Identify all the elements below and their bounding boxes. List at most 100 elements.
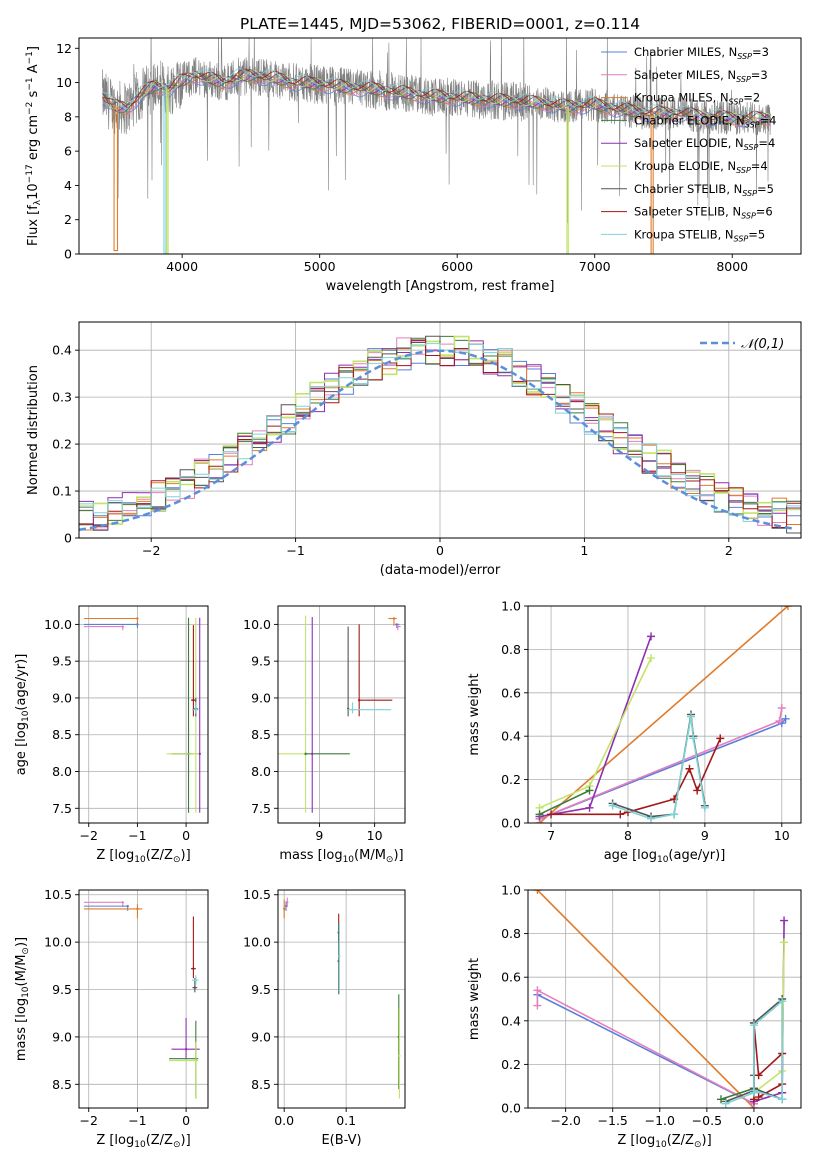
- legend-sub: SSP: [745, 120, 760, 129]
- weight-marker: [647, 814, 656, 823]
- errorbar-chabrier-elodie: [169, 1020, 199, 1099]
- weight-marker: [670, 810, 679, 819]
- legend-entry: Chabrier STELIB, NSSP=5: [634, 182, 774, 198]
- y-axis-label-part: ]: [26, 46, 41, 51]
- weight-marker: [781, 714, 790, 723]
- errorbar-kroupa-elodie: [398, 1008, 401, 1099]
- data-point: [398, 1054, 401, 1058]
- weight-marker: [647, 654, 656, 663]
- legend-label: Kroupa STELIB, N: [634, 227, 734, 241]
- axes-frame: 4000 5000 6000 7000 8000 0 2 4 6 8 10 12 wavelength …: [25, 37, 802, 294]
- legend-label: Chabrier ELODIE, N: [634, 113, 745, 127]
- x-axis-label-part: mass [log: [279, 848, 342, 863]
- x-axis-label-part: 10: [657, 855, 669, 865]
- data-point: [282, 907, 286, 911]
- weight-marker: [585, 786, 594, 795]
- axes-border: [78, 605, 209, 824]
- x-axis-label-part: )]: [393, 848, 403, 863]
- weight-line: [536, 890, 755, 1108]
- weight-series-kroupa-elodie: [535, 654, 656, 812]
- y-axis-label: mass weight: [467, 673, 482, 755]
- weight-marker: [535, 810, 544, 819]
- y-axis-label-part: (age/yr)]: [14, 654, 29, 711]
- x-axis-label-part: ⊙: [386, 855, 394, 865]
- data-point: [284, 904, 288, 908]
- residuals-histogram-panel: −2 −1 0 1 2 0 0.1 0.2 0.3 0.4 (data-model)/error No…: [26, 321, 802, 578]
- weight-marker: [547, 810, 556, 819]
- y-axis-label-part: s: [26, 90, 41, 101]
- y-axis-label-part: age [log: [14, 722, 29, 775]
- legend-count: =3: [751, 68, 768, 82]
- x-tick-label: −1: [286, 543, 304, 558]
- errorbar-salpeter-elodie: [311, 617, 314, 813]
- errorbar-salpeter-stelib: [357, 624, 393, 717]
- legend-label: Salpeter ELODIE, N: [634, 136, 744, 150]
- legend-sub: SSP: [742, 189, 757, 198]
- legend-entry: Chabrier MILES, NSSP=3: [634, 45, 769, 61]
- data-point: [194, 752, 198, 756]
- normal-reference-curve: [79, 349, 796, 532]
- y-axis-label-part: Flux [f: [26, 205, 41, 246]
- weight-series-chabrier-miles: [533, 990, 758, 1108]
- weight-marker: [778, 997, 787, 1006]
- y-tick-label: 9.0: [251, 690, 271, 705]
- y-tick-label: 10.0: [243, 617, 271, 632]
- legend-count: =4: [751, 159, 768, 173]
- y-axis-label: mass [log10(M/M⊙)]: [14, 937, 31, 1061]
- errorbar-salpeter-miles: [83, 625, 125, 631]
- x-tick-label: −1.5: [598, 1113, 628, 1128]
- y-tick-label: 10.0: [44, 617, 72, 632]
- histogram-salpeter-stelib: [79, 339, 801, 528]
- y-axis-label-part: −1: [25, 51, 35, 64]
- weight-line: [725, 999, 783, 1105]
- weight-marker: [716, 734, 725, 743]
- gridlines: [79, 890, 208, 1108]
- x-axis-label-part: ⊙: [694, 1140, 702, 1150]
- mass-vs-metallicity-panel: −2 −1 08.59.09.510.010.5Z [log10(Z/Z⊙)]mas…: [14, 887, 209, 1150]
- legend-count: =5: [757, 182, 774, 196]
- x-tick-label: 2: [725, 543, 733, 558]
- x-axis-label-part: (M/M: [354, 848, 386, 863]
- data-point: [304, 752, 307, 756]
- weight-series-kroupa-stelib: [608, 712, 709, 823]
- y-axis-label-part: 10: [21, 710, 31, 722]
- y-tick-label: 0.2: [501, 1057, 521, 1072]
- y-tick-label: 8: [64, 109, 72, 124]
- weight-line: [753, 1022, 783, 1100]
- x-axis-label-part: )]: [181, 848, 191, 863]
- data-point: [192, 698, 195, 702]
- axes-border: [78, 37, 802, 255]
- y-tick-label: 8.5: [52, 1077, 72, 1092]
- mass-vs-ebv-panel: 0.0 0.1 8.5 9.0 9.5 10.0 10.5 E(B-V): [243, 887, 406, 1148]
- x-axis-label: Z [log10(Z/Z⊙)]: [96, 1133, 190, 1150]
- weight-marker: [754, 1071, 763, 1080]
- age-vs-metallicity-panel: −2 −1 07.58.08.59.09.510.0Z [log10(Z/Z⊙)]a…: [14, 605, 209, 865]
- weight-series-kroupa-stelib: [721, 997, 787, 1108]
- weight-marker: [783, 606, 792, 610]
- x-tick-label: 4000: [166, 259, 198, 274]
- x-axis-label: mass [log10(M/M⊙)]: [279, 848, 403, 865]
- data-point: [136, 623, 139, 626]
- axes-border: [277, 889, 406, 1109]
- y-axis-label-part: 10: [21, 986, 31, 998]
- legend-label: Salpeter STELIB, N: [634, 205, 741, 219]
- errorbar-kroupa-elodie: [278, 615, 307, 813]
- legend-sub: SSP: [736, 166, 751, 175]
- legend-label: Chabrier STELIB, N: [634, 182, 742, 196]
- spectrum-panel: 4000 5000 6000 7000 8000 0 2 4 6 8 10 12 wavelength …: [25, 37, 802, 294]
- weight-marker: [749, 1086, 758, 1095]
- x-axis-label-part: age [log: [604, 848, 657, 863]
- x-axis-label-part: )]: [181, 1133, 191, 1148]
- legend-label: Kroupa ELODIE, N: [634, 159, 736, 173]
- weight-marker: [749, 1021, 758, 1030]
- model-dip: [566, 106, 569, 254]
- x-axis-label-part: 10: [343, 855, 355, 865]
- weight-marker: [693, 786, 702, 795]
- gridlines: [278, 890, 405, 1108]
- axes-frame: −2 −1 0 1 2 0 0.1 0.2 0.3 0.4 (data-model)/error No…: [26, 321, 802, 578]
- plot-area: [83, 617, 201, 813]
- weight-marker: [777, 703, 786, 712]
- errorbar-salpeter-stelib: [190, 916, 196, 979]
- errorbar-kroupa-miles: [83, 904, 143, 919]
